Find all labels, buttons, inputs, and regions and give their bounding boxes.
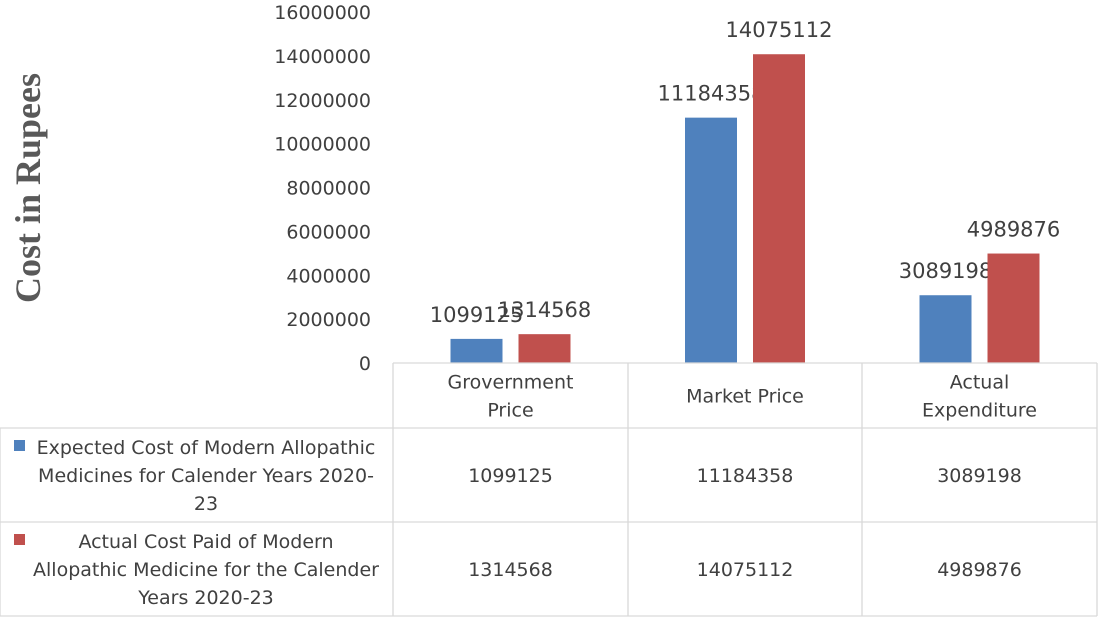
data-label: 1099125 <box>430 303 524 327</box>
y-tick-label: 8000000 <box>286 178 371 200</box>
data-label: 4989876 <box>967 218 1061 242</box>
bar <box>685 117 737 363</box>
data-label: 3089198 <box>899 259 993 283</box>
legend-label: Allopathic Medicine for the Calender <box>33 559 379 581</box>
legend-label: Expected Cost of Modern Allopathic <box>37 437 376 459</box>
legend-label: Medicines for Calender Years 2020- <box>38 465 374 487</box>
bar <box>919 295 972 363</box>
data-label: 14075112 <box>726 18 833 42</box>
legend-label: 23 <box>194 493 218 515</box>
data-label: 11184358 <box>658 82 765 106</box>
category-label: Expenditure <box>922 400 1037 422</box>
table-cell: 11184358 <box>697 465 794 487</box>
y-tick-label: 6000000 <box>286 221 371 243</box>
data-label: 1314568 <box>498 298 592 322</box>
bar <box>518 334 571 363</box>
bar <box>753 54 805 363</box>
legend-label: Actual Cost Paid of Modern <box>78 531 333 553</box>
y-tick-label: 0 <box>359 353 371 375</box>
bar <box>450 338 503 363</box>
category-label: Market Price <box>686 386 804 408</box>
y-tick-label: 4000000 <box>286 265 371 287</box>
y-tick-label: 2000000 <box>286 309 371 331</box>
table-cell: 3089198 <box>937 465 1022 487</box>
category-label: Grovernment <box>448 372 574 394</box>
y-tick-label: 16000000 <box>274 2 371 24</box>
table-cell: 1314568 <box>468 559 553 581</box>
table-cell: 14075112 <box>697 559 794 581</box>
legend-swatch <box>14 534 25 545</box>
category-label: Price <box>487 400 533 422</box>
bar <box>987 253 1040 363</box>
legend-swatch <box>14 440 25 451</box>
y-axis-label: Cost in Rupees <box>8 73 48 303</box>
table-cell: 4989876 <box>937 559 1022 581</box>
category-label: Actual <box>950 372 1010 394</box>
y-tick-label: 12000000 <box>274 90 371 112</box>
y-tick-label: 10000000 <box>274 134 371 156</box>
y-tick-label: 14000000 <box>274 46 371 68</box>
legend-label: Years 2020-23 <box>137 587 274 609</box>
table-cell: 1099125 <box>468 465 553 487</box>
